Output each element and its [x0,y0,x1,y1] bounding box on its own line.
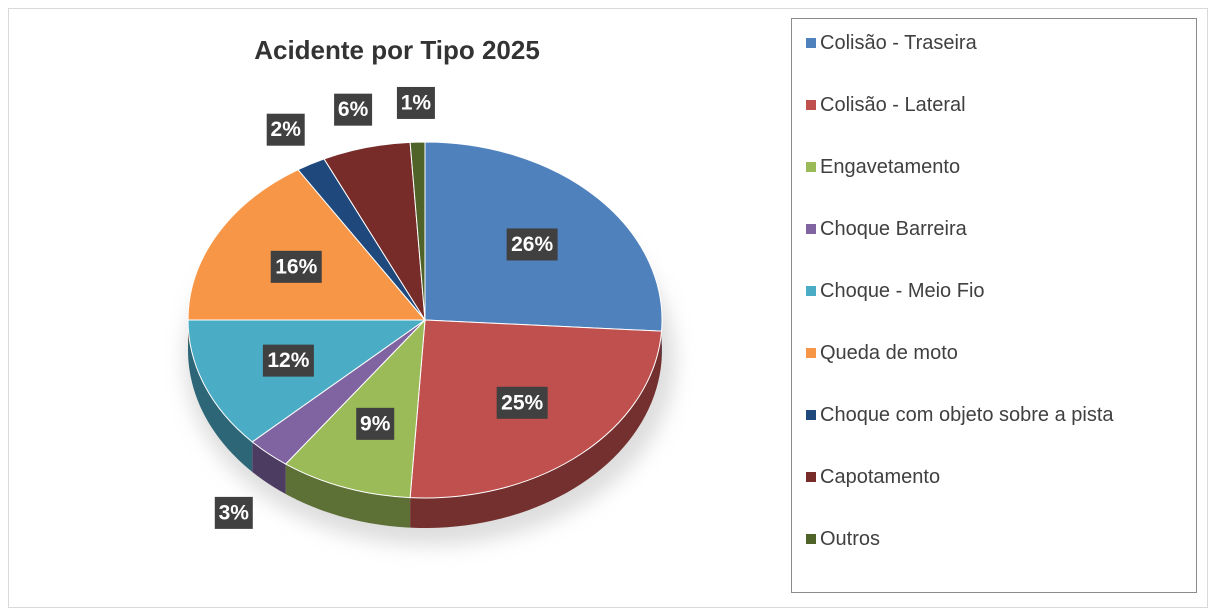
legend-swatch [806,38,816,48]
legend-item: Colisão - Traseira [806,28,1166,58]
slice [284,318,426,499]
data-label-box [266,113,305,146]
slice-side [252,441,286,495]
data-label: 26% [506,228,558,261]
data-label: 9% [356,407,395,440]
data-label-text: 3% [219,501,250,524]
data-label: 6% [334,93,373,126]
chart-title: Acidente por Tipo 2025 [254,35,540,65]
legend: Colisão - Traseira Colisão - Lateral Engav… [791,18,1197,593]
data-label: 12% [262,344,314,377]
legend-swatch [806,472,816,482]
legend-label: Capotamento [820,466,941,488]
data-label-box [262,344,314,377]
legend-swatch [806,224,816,234]
data-label-text: 26% [511,233,553,256]
data-label: 1% [396,86,435,119]
legend-swatch [806,410,816,420]
data-label: 3% [214,496,253,529]
legend-swatch [806,162,816,172]
legend-item: Outros [806,524,1166,554]
data-label-text: 1% [401,91,432,114]
slice [409,141,426,321]
slice-side [188,320,253,472]
slice-side [410,331,662,528]
slice [187,319,427,443]
data-label-box [396,86,435,119]
data-label-box [334,93,373,126]
legend-label: Colisão - Lateral [820,94,966,116]
data-label-box [506,228,558,261]
data-label-text: 16% [275,255,317,278]
legend-label: Choque - Meio Fio [820,280,985,302]
legend-label: Colisão - Traseira [820,32,977,54]
data-label: 25% [496,386,548,419]
legend-item: Queda de moto [806,338,1166,368]
data-label-box [496,386,548,419]
data-label-text: 25% [501,391,543,414]
legend-item: Choque com objeto sobre a pista [806,400,1166,430]
chart-frame [8,8,1208,608]
data-label-box [214,496,253,529]
data-label-text: 2% [271,118,302,141]
legend-swatch [806,348,816,358]
legend-swatch [806,286,816,296]
data-label-box [356,407,395,440]
legend-label: Choque com objeto sobre a pista [820,404,1114,426]
legend-label: Choque Barreira [820,218,967,240]
legend-item: Colisão - Lateral [806,90,1166,120]
legend-item: Choque Barreira [806,214,1166,244]
legend-label: Queda de moto [820,342,958,364]
legend-label: Outros [820,528,881,550]
data-label-box [270,250,322,283]
legend-item: Engavetamento [806,152,1166,182]
data-label-text: 12% [267,349,309,372]
slice [187,169,427,321]
chart: Acidente por Tipo 2025 26% 25% 9% 3% 12% 16% 2… [185,35,675,545]
legend-item: Capotamento [806,462,1166,492]
data-label: 2% [266,113,305,146]
data-label: 16% [270,250,322,283]
slice-side [285,464,411,528]
data-label-text: 9% [360,412,391,435]
legend-label: Engavetamento [820,156,961,178]
data-label-text: 6% [338,98,369,121]
legend-swatch [806,100,816,110]
legend-item: Choque - Meio Fio [806,276,1166,306]
legend-swatch [806,534,816,544]
